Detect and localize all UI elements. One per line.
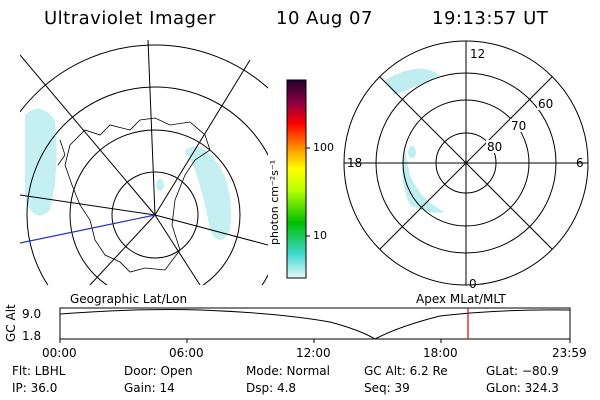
date-label: 10 Aug 07 <box>276 8 373 29</box>
x-tick-0600: 06:00 <box>169 346 204 360</box>
aurora-emission <box>25 108 231 240</box>
altitude-ylabel: GC Alt <box>4 304 18 342</box>
lat-label-70: 70 <box>511 119 527 133</box>
lat-label-80: 80 <box>487 140 503 154</box>
colorbar-tick-10: 10 <box>313 229 327 242</box>
status-seq: Seq: 39 <box>364 381 410 395</box>
altitude-ymin: 1.8 <box>22 329 42 343</box>
status-glat: GLat: −80.9 <box>486 364 559 378</box>
status-door: Door: Open <box>124 364 193 378</box>
x-tick-0000: 00:00 <box>42 346 77 360</box>
altitude-ymax: 9.0 <box>22 307 42 321</box>
mlt-label-12: 12 <box>470 47 486 61</box>
status-flt: Flt: LBHL <box>12 364 66 378</box>
x-tick-2359: 23:59 <box>552 346 587 360</box>
coastline <box>64 117 211 273</box>
status-glon: GLon: 324.3 <box>486 381 559 395</box>
mlt-label-18: 18 <box>347 156 363 170</box>
status-dsp: Dsp: 4.8 <box>246 381 297 395</box>
instrument-title: Ultraviolet Imager <box>44 8 216 29</box>
x-tick-1800: 18:00 <box>423 346 458 360</box>
x-tick-1200: 12:00 <box>296 346 331 360</box>
left-map-title: Geographic Lat/Lon <box>70 292 188 306</box>
altitude-curve <box>59 309 571 340</box>
orbit-track <box>20 214 156 244</box>
mlt-label-0: 0 <box>469 277 477 291</box>
status-mode: Mode: Normal <box>246 364 330 378</box>
mlt-label-6: 6 <box>576 156 584 170</box>
status-gcalt: GC Alt: 6.2 Re <box>364 364 448 378</box>
right-map-title: Apex MLat/MLT <box>416 292 506 306</box>
time-label: 19:13:57 UT <box>432 8 549 29</box>
status-ip: IP: 36.0 <box>12 381 58 395</box>
status-gain: Gain: 14 <box>124 381 175 395</box>
colorbar-tick-100: 100 <box>313 141 334 154</box>
lat-label-60: 60 <box>538 97 554 111</box>
